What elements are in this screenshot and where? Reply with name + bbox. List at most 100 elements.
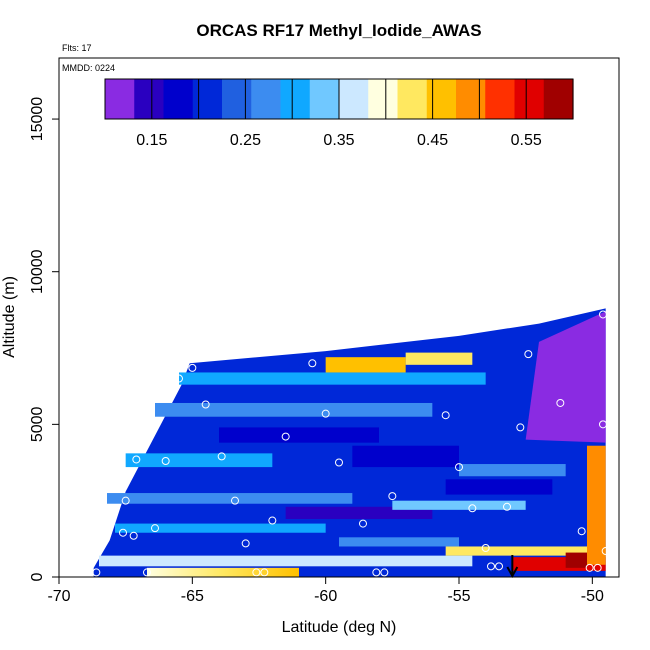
heatmap-band: [339, 537, 459, 547]
heatmap-band: [565, 552, 587, 568]
heatmap-band: [352, 445, 459, 468]
sample-point: [335, 458, 343, 467]
colorbar-tick-label: 0.45: [417, 132, 448, 149]
x-tick-label: -60: [314, 588, 337, 605]
colorbar-tick-label: 0.15: [136, 132, 167, 149]
colorbar-cell: [426, 79, 457, 119]
sample-point: [161, 456, 170, 465]
sample-point: [132, 455, 141, 464]
colorbar-cell: [397, 79, 428, 119]
sample-point: [119, 528, 127, 537]
flights-annotation: Flts: 17: [62, 43, 92, 53]
sample-point: [281, 432, 290, 441]
colorbar-cell: [514, 79, 545, 119]
sample-point: [188, 363, 197, 372]
sample-point: [231, 496, 239, 505]
sample-point: [241, 539, 250, 548]
heatmap-band: [107, 493, 353, 504]
sample-point: [487, 562, 495, 571]
colorbar-labels: 0.15 0.25 0.35 0.45 0.55: [136, 132, 542, 149]
heatmap-field: [93, 308, 606, 577]
sample-point: [599, 310, 607, 319]
colorbar-cell: [251, 79, 282, 119]
colorbar-cell: [163, 79, 194, 119]
sample-point: [503, 502, 511, 511]
sample-point: [593, 563, 602, 572]
x-tick-label: -65: [181, 588, 204, 605]
sample-point: [372, 568, 381, 577]
x-tick-label: -70: [47, 588, 70, 605]
y-axis-title: Altitude (m): [1, 276, 18, 358]
sample-point: [308, 359, 317, 368]
y-tick-label: 5000: [29, 406, 46, 442]
sample-point: [380, 568, 389, 577]
mmdd-annotation: MMDD: 0224: [62, 63, 115, 73]
sample-point: [556, 398, 565, 407]
chart-title: ORCAS RF17 Methyl_Iodide_AWAS: [196, 21, 481, 40]
colorbar: [104, 78, 574, 120]
colorbar-tick-label: 0.25: [230, 132, 261, 149]
colorbar-tick-label: 0.55: [511, 132, 542, 149]
heatmap-band: [155, 402, 433, 417]
colorbar-cell: [134, 79, 165, 119]
y-tick-label: 15000: [29, 97, 46, 142]
colorbar-cell: [105, 79, 135, 119]
y-tick-label: 10000: [29, 249, 46, 294]
x-axis-title: Latitude (deg N): [282, 619, 397, 636]
colorbar-cell: [543, 79, 574, 119]
sample-point: [524, 350, 533, 359]
sample-point: [441, 411, 450, 420]
sample-point: [468, 504, 477, 513]
heatmap-band: [405, 352, 473, 365]
y-tick-label: 0: [29, 572, 46, 581]
colorbar-cell: [309, 79, 340, 119]
sample-point: [175, 374, 183, 383]
sample-point: [585, 563, 594, 572]
heatmap-band: [99, 555, 473, 567]
heatmap-band: [587, 445, 606, 565]
x-tick-label: -55: [447, 588, 470, 605]
heatmap-band: [445, 479, 553, 495]
sample-point: [92, 568, 101, 577]
x-axis: -70 -65 -60 -55 -50: [47, 577, 604, 605]
heatmap-band: [179, 372, 486, 385]
sample-point: [143, 568, 151, 577]
sample-point: [359, 519, 367, 528]
heatmap-band: [125, 453, 273, 468]
sample-point: [129, 531, 138, 540]
sample-point: [577, 527, 586, 536]
sample-point: [252, 568, 261, 577]
colorbar-cell: [192, 79, 223, 119]
sample-point: [516, 423, 525, 432]
sample-markers: [92, 310, 610, 577]
sample-point: [601, 547, 610, 556]
heatmap-band: [392, 500, 526, 510]
colorbar-cell: [485, 79, 516, 119]
heatmap-band: [147, 567, 299, 577]
colorbar-cell: [280, 79, 311, 119]
heatmap-band: [325, 357, 406, 373]
colorbar-tick-label: 0.35: [323, 132, 354, 149]
y-axis: 0 5000 10000 15000: [29, 97, 59, 581]
sample-point: [260, 568, 269, 577]
heatmap-band: [445, 546, 606, 556]
sample-point: [495, 562, 503, 571]
sample-point: [388, 492, 397, 501]
heatmap-band: [459, 464, 566, 477]
arrow-marker: [506, 555, 519, 579]
sample-point: [455, 463, 463, 472]
sample-point: [321, 409, 330, 418]
heatmap-band: [219, 427, 379, 443]
heatmap-band: [525, 311, 606, 443]
colorbar-cell: [222, 79, 252, 119]
plot-frame: [58, 57, 620, 578]
sample-point: [121, 496, 130, 505]
sample-point: [268, 516, 277, 525]
colorbar-frame: [104, 78, 574, 120]
colorbar-cell: [339, 79, 369, 119]
sample-point: [151, 524, 159, 533]
colorbar-cell: [368, 79, 399, 119]
sample-point: [599, 420, 607, 429]
sample-point: [481, 543, 490, 552]
